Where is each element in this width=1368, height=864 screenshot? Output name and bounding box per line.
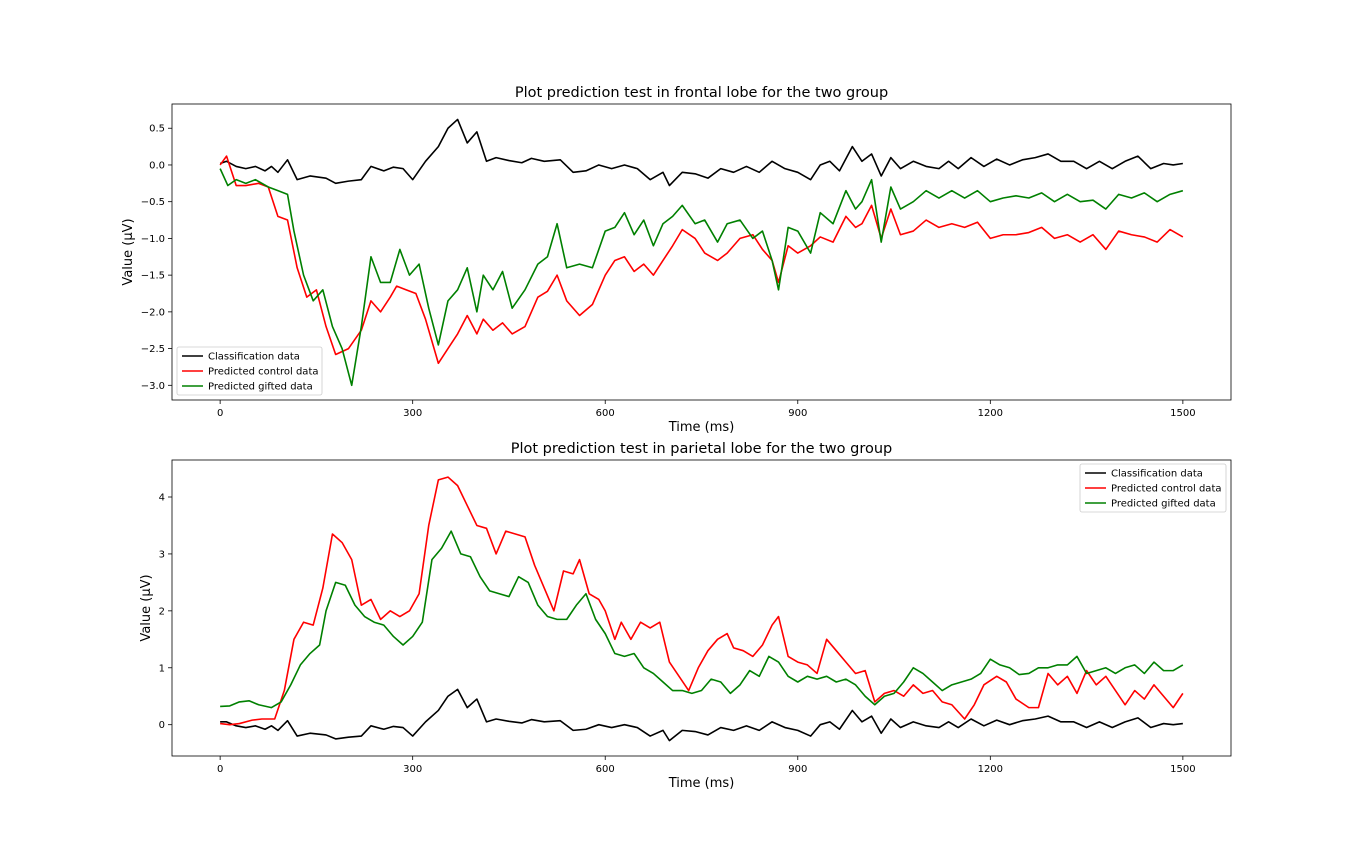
legend-entry: Predicted gifted data [208, 382, 313, 393]
y-tick-label: −1.0 [141, 234, 165, 245]
x-axis-label: Time (ms) [668, 420, 735, 435]
y-tick-label: 0.5 [149, 124, 165, 135]
frontal-lobe-chart: Plot prediction test in frontal lobe for… [121, 85, 1232, 435]
y-tick-label: −0.5 [141, 197, 165, 208]
x-tick-label: 1200 [978, 408, 1003, 419]
legend-box [176, 346, 323, 396]
y-tick-label: 1 [159, 663, 165, 674]
y-tick-label: 2 [159, 606, 165, 617]
series-line-predicted-gifted-data [219, 168, 1184, 387]
x-tick-label: 300 [403, 408, 422, 419]
y-tick-label: 0.0 [149, 160, 165, 171]
y-tick-label: −2.5 [141, 344, 165, 355]
x-tick-label: 300 [403, 764, 422, 775]
y-tick-label: 3 [159, 549, 165, 560]
x-tick-label: 600 [596, 408, 615, 419]
chart-title: Plot prediction test in parietal lobe fo… [511, 441, 893, 457]
series-line-classification-data [219, 118, 1183, 187]
y-tick-label: −3.0 [141, 381, 165, 392]
y-tick-label: 4 [159, 493, 165, 504]
y-axis-label: Value (µV) [139, 574, 154, 641]
legend-entry: Classification data [1111, 469, 1203, 480]
series-line-predicted-control-data [219, 155, 1184, 365]
y-tick-label: −1.5 [141, 271, 165, 282]
x-tick-label: 1200 [978, 764, 1003, 775]
plot-frame [171, 103, 1232, 401]
legend-entry: Predicted control data [1111, 484, 1222, 495]
x-tick-label: 600 [596, 764, 615, 775]
series-line-predicted-gifted-data [220, 530, 1184, 709]
x-tick-label: 900 [788, 408, 807, 419]
series-line-classification-data [220, 688, 1183, 742]
x-axis-label: Time (ms) [668, 776, 735, 791]
x-tick-label: 1500 [1170, 764, 1195, 775]
legend-box [1079, 463, 1227, 513]
y-tick-label: 0 [159, 720, 165, 731]
series-line-predicted-control-data [220, 476, 1184, 726]
legend-entry: Predicted control data [208, 367, 319, 378]
legend-entry: Classification data [208, 352, 300, 363]
legend-entry: Predicted gifted data [1111, 499, 1216, 510]
x-tick-label: 900 [788, 764, 807, 775]
chart-title: Plot prediction test in frontal lobe for… [515, 85, 888, 101]
y-axis-label: Value (µV) [121, 218, 136, 285]
x-tick-label: 0 [217, 764, 223, 775]
y-tick-label: −2.0 [141, 307, 165, 318]
x-tick-label: 1500 [1170, 408, 1195, 419]
plot-frame [171, 459, 1232, 757]
parietal-lobe-chart: Plot prediction test in parietal lobe fo… [139, 441, 1232, 791]
x-tick-label: 0 [217, 408, 223, 419]
